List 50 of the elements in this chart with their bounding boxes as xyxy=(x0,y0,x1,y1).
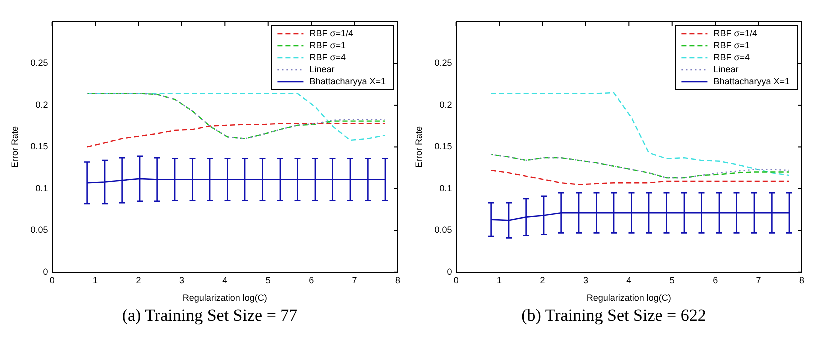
y-tick-label: 0.25 xyxy=(434,58,452,68)
x-tick-label: 0 xyxy=(50,275,55,286)
x-tick-label: 4 xyxy=(626,275,632,286)
y-tick-label: 0.05 xyxy=(434,225,452,236)
legend-label: RBF σ=1 xyxy=(310,40,346,50)
x-tick-label: 8 xyxy=(799,275,805,286)
x-tick-label: 2 xyxy=(540,275,546,286)
y-tick-label: 0 xyxy=(447,266,452,277)
x-tick-label: 1 xyxy=(497,275,502,286)
line-series xyxy=(86,123,386,148)
line-series xyxy=(490,154,790,179)
text: (b) Training Set Size = 622 xyxy=(520,306,708,326)
x-tick-label: 1 xyxy=(93,275,98,286)
x-tick-label: 5 xyxy=(670,275,675,286)
y-tick-label: 0.2 xyxy=(36,100,48,110)
legend-label: RBF σ=1 xyxy=(714,40,750,50)
y-tick-label: 0.2 xyxy=(440,100,452,110)
x-tick-label: 0 xyxy=(454,275,459,286)
x-tick-label: 7 xyxy=(352,275,358,286)
x-tick-label: 6 xyxy=(713,275,718,286)
legend-label: RBF σ=4 xyxy=(714,52,750,62)
y-tick-label: 0.15 xyxy=(30,142,48,152)
y-tick-label: 0 xyxy=(43,266,48,277)
legend-label: RBF σ=4 xyxy=(310,52,346,62)
y-axis-title: Error Rate xyxy=(414,126,424,168)
y-tick-label: 0.05 xyxy=(30,225,48,236)
legend-label: RBF σ=1/4 xyxy=(310,28,354,38)
x-tick-label: 8 xyxy=(395,275,401,286)
x-tick-label: 6 xyxy=(309,275,314,286)
legend-label: Linear xyxy=(714,64,739,74)
y-tick-label: 0.1 xyxy=(36,183,48,194)
x-tick-label: 7 xyxy=(756,275,762,286)
x-axis-title: Regularization log(C) xyxy=(586,293,672,304)
line-series xyxy=(490,92,790,176)
legend-label: Linear xyxy=(310,64,335,74)
y-tick-label: 0.1 xyxy=(440,183,452,194)
legend-label: Bhattacharyya X=1 xyxy=(310,76,386,86)
x-tick-label: 2 xyxy=(136,275,142,286)
line-series xyxy=(490,170,790,186)
x-tick-label: 5 xyxy=(266,275,271,286)
x-tick-label: 4 xyxy=(222,275,228,286)
legend-label: RBF σ=1/4 xyxy=(714,28,758,38)
x-axis-title: Regularization log(C) xyxy=(182,293,268,304)
legend-label: Bhattacharyya X=1 xyxy=(714,76,790,86)
x-tick-label: 3 xyxy=(583,275,588,286)
text: (a) Training Set Size = 77 xyxy=(121,306,299,326)
y-tick-label: 0.15 xyxy=(434,142,452,152)
y-tick-label: 0.25 xyxy=(30,58,48,68)
x-tick-label: 3 xyxy=(179,275,184,286)
y-axis-title: Error Rate xyxy=(10,126,20,168)
